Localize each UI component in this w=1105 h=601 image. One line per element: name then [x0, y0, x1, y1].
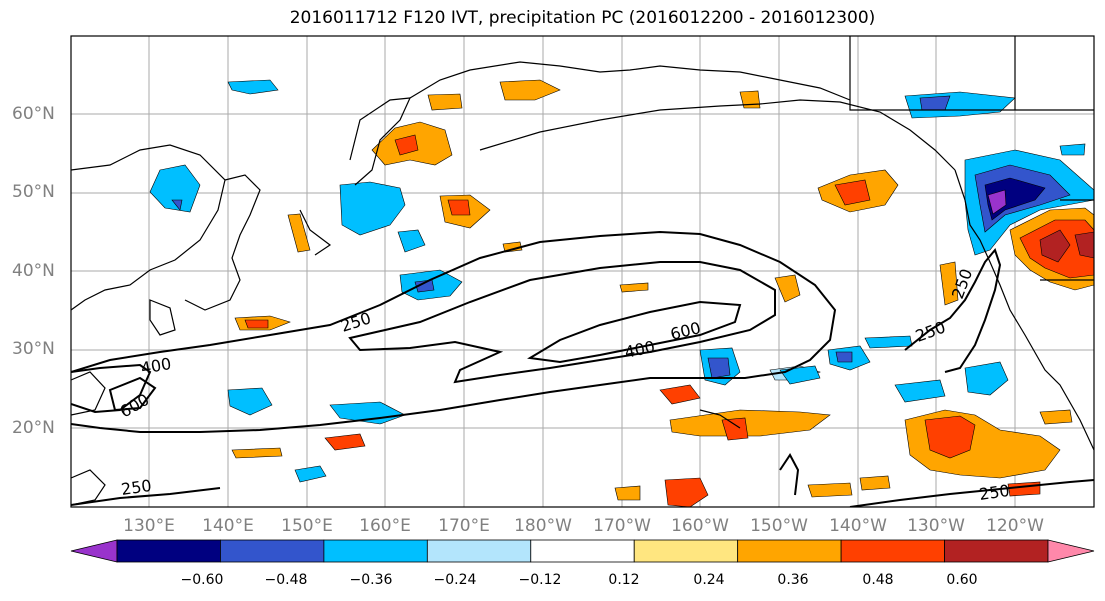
colorbar-extend-min	[70, 539, 118, 563]
colorbar-tick-label: 0.36	[777, 572, 809, 588]
lon-label-170w: 170°W	[593, 516, 651, 536]
colorbar-tick-label: −0.12	[518, 572, 562, 588]
colorbar-tick-label: 0.60	[946, 572, 978, 588]
colorbar-tick-label: 0.24	[693, 572, 725, 588]
contour-label-250-b: 250	[120, 476, 153, 499]
lon-label-150e: 150°E	[281, 516, 333, 536]
lon-label-140w: 140°W	[829, 516, 887, 536]
ivt-contours	[71, 230, 1094, 507]
lat-label-60n: 60°N	[12, 104, 55, 124]
precip-patches	[149, 79, 1094, 507]
colorbar	[70, 539, 1095, 563]
lon-label-130w: 130°W	[907, 516, 965, 536]
colorbar-segment	[323, 539, 428, 563]
colorbar-segment	[426, 539, 532, 563]
lon-label-160e: 160°E	[359, 516, 411, 536]
contour-label-250-e: 250	[978, 481, 1011, 504]
lat-label-20n: 20°N	[12, 418, 55, 438]
chart-title: 2016011712 F120 IVT, precipitation PC (2…	[289, 8, 876, 28]
lat-label-40n: 40°N	[12, 261, 55, 281]
map-frame	[70, 35, 1095, 508]
lon-label-120w: 120°W	[986, 516, 1044, 536]
colorbar-extend-max	[1047, 539, 1095, 563]
lat-label-30n: 30°N	[12, 339, 55, 359]
colorbar-segment	[633, 539, 739, 563]
colorbar-tick-label: −0.60	[180, 572, 224, 588]
colorbar-tick-label: −0.36	[349, 572, 393, 588]
colorbar-segment	[220, 539, 325, 563]
colorbar-segment	[840, 539, 945, 563]
lon-label-160w: 160°W	[671, 516, 729, 536]
colorbar-segment	[116, 539, 221, 563]
lon-label-140e: 140°E	[202, 516, 254, 536]
colorbar-tick-label: −0.24	[433, 572, 477, 588]
colorbar-tick-label: 0.48	[862, 572, 894, 588]
lon-label-170e: 170°E	[438, 516, 490, 536]
lat-label-50n: 50°N	[12, 182, 55, 202]
colorbar-tick-label: 0.12	[608, 572, 640, 588]
lon-label-180w: 180°W	[514, 516, 572, 536]
lon-label-150w: 150°W	[750, 516, 808, 536]
colorbar-segment	[944, 539, 1049, 563]
coastlines	[71, 36, 1094, 506]
lon-label-130e: 130°E	[123, 516, 175, 536]
colorbar-segment	[530, 539, 635, 563]
colorbar-segment	[737, 539, 842, 563]
colorbar-tick-label: −0.48	[264, 572, 308, 588]
